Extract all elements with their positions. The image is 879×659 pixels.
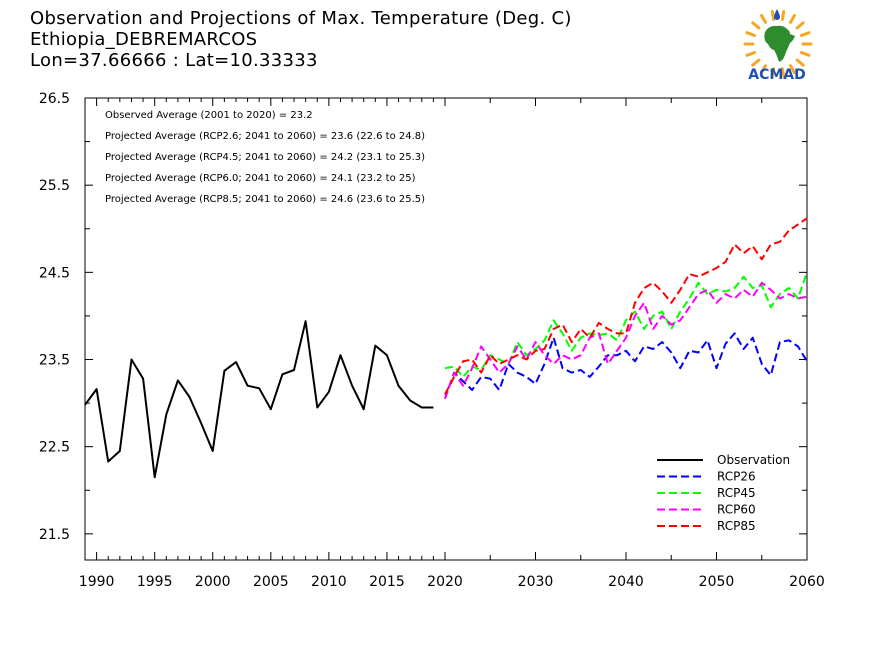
logo-ray — [789, 64, 796, 75]
logo-ray — [745, 31, 757, 37]
logo-ray — [751, 21, 761, 30]
logo-ray — [795, 21, 805, 30]
legend-label: RCP45 — [717, 486, 756, 500]
y-tick-label: 25.5 — [39, 178, 70, 194]
x-tick-label: 2015 — [369, 574, 405, 590]
y-tick-label: 26.5 — [39, 91, 70, 107]
acmad-logo-icon: ACMAD — [743, 9, 813, 83]
x-tick-label: 2030 — [518, 574, 554, 590]
logo-ray — [745, 51, 757, 57]
y-tick-label: 23.5 — [39, 353, 70, 369]
annotation-text: Projected Average (RCP2.6; 2041 to 2060)… — [105, 131, 425, 142]
x-tick-label: 2020 — [427, 574, 463, 590]
y-tick-label: 22.5 — [39, 440, 70, 456]
coordinates-label: Lon=37.66666 : Lat=10.33333 — [30, 50, 318, 71]
x-tick-label: 2000 — [195, 574, 231, 590]
series-line-rcp45 — [444, 271, 808, 378]
station-name: Ethiopia_DEBREMARCOS — [30, 29, 258, 50]
legend-label: RCP60 — [717, 503, 756, 517]
annotation-text: Projected Average (RCP4.5; 2041 to 2060)… — [105, 152, 425, 163]
logo-ray — [770, 10, 776, 21]
title-block: Observation and Projections of Max. Temp… — [30, 8, 572, 71]
logo-ray — [751, 58, 761, 67]
africa-shape — [764, 25, 795, 62]
legend-label: Observation — [717, 453, 790, 467]
logo-ray — [799, 51, 811, 57]
x-tick-label: 1995 — [137, 574, 173, 590]
logo-ray — [780, 67, 786, 78]
logo-text: ACMAD — [748, 67, 806, 83]
legend: Observation RCP26 RCP45 RCP60 RCP85 — [657, 453, 790, 533]
x-tick-label: 2060 — [789, 574, 825, 590]
series-line-rcp26 — [444, 332, 808, 400]
annotation-text: Projected Average (RCP6.0; 2041 to 2060)… — [105, 173, 416, 184]
logo-ray — [760, 13, 767, 24]
annotation-text: Projected Average (RCP8.5; 2041 to 2060)… — [105, 194, 425, 205]
chart-title: Observation and Projections of Max. Temp… — [30, 8, 572, 29]
droplet-icon — [774, 9, 780, 20]
logo-ray — [795, 58, 805, 67]
x-tick-label: 2050 — [699, 574, 735, 590]
annotations: Observed Average (2001 to 2020) = 23.2 Pr… — [105, 110, 425, 205]
y-axis: 21.5 22.5 23.5 24.5 25.5 26.5 — [39, 91, 807, 543]
series-line-rcp60 — [444, 281, 808, 400]
series-line-observation — [84, 320, 434, 479]
x-tick-label: 2040 — [608, 574, 644, 590]
x-axis: 1990 1995 2000 2005 2010 2015 2020 2030 2040 2050… — [79, 98, 825, 590]
x-tick-label: 1990 — [79, 574, 115, 590]
logo-ray — [780, 10, 786, 21]
series-layer — [84, 217, 808, 479]
series-line-rcp85 — [444, 217, 808, 395]
annotation-text: Observed Average (2001 to 2020) = 23.2 — [105, 110, 313, 121]
logo-ray — [789, 13, 796, 24]
y-tick-label: 21.5 — [39, 527, 70, 543]
x-tick-label: 2010 — [311, 574, 347, 590]
legend-label: RCP26 — [717, 470, 756, 484]
plot-area-frame — [84, 97, 808, 561]
y-tick-label: 24.5 — [39, 265, 70, 281]
logo-ray — [799, 31, 811, 37]
acmad-logo: ACMAD — [738, 6, 816, 84]
logo-ray — [770, 67, 776, 78]
x-tick-label: 2005 — [253, 574, 289, 590]
logo-ray — [760, 64, 767, 75]
legend-label: RCP85 — [717, 519, 756, 533]
